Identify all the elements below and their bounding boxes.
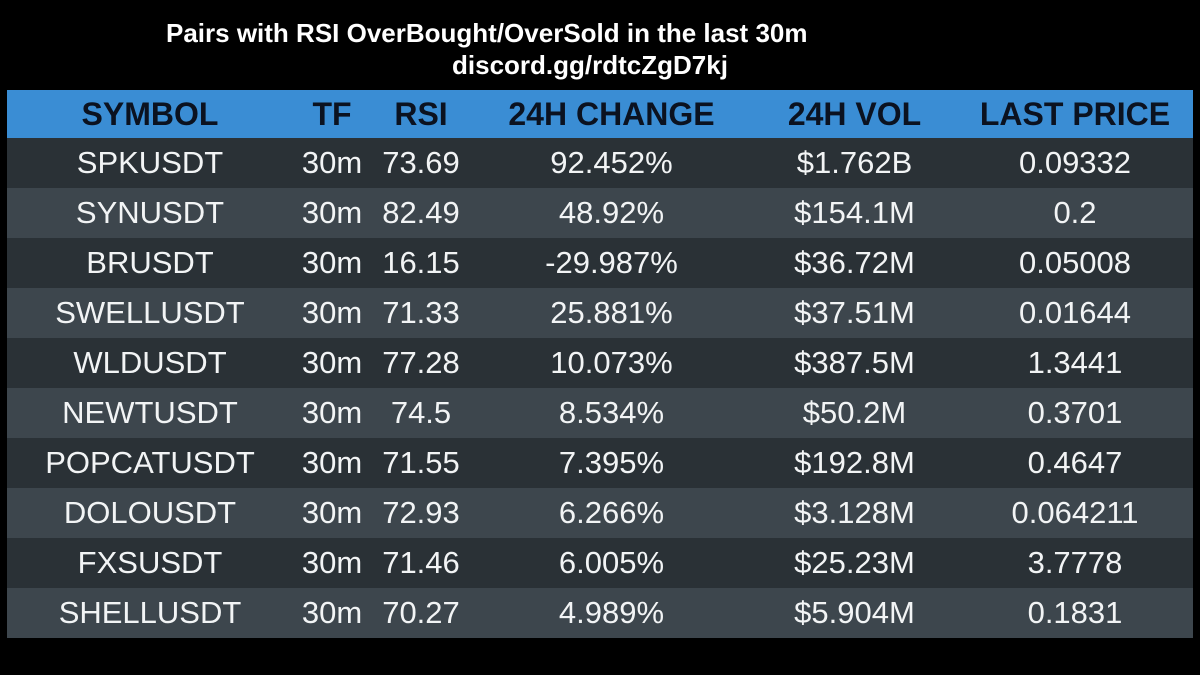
symbol-cell: POPCATUSDT	[45, 445, 255, 480]
change-cell: 48.92%	[558, 195, 665, 230]
table-row: DOLOUSDT 30m 72.93 6.266% $3.128M 0.0642…	[7, 488, 1193, 538]
column-header-rsi: RSI	[394, 95, 448, 132]
rsi-cell: 72.93	[382, 495, 460, 530]
price-cell: 0.2	[1053, 195, 1097, 230]
rsi-cell: 70.27	[382, 595, 460, 630]
change-cell: 6.266%	[558, 495, 665, 530]
price-cell: 0.05008	[1018, 245, 1132, 280]
table-header: SYMBOL TF RSI 24H CHANGE 24H VOL LAST PR…	[7, 90, 1193, 138]
discord-link[interactable]: discord.gg/rdtcZgD7kj	[452, 50, 728, 80]
table-row: POPCATUSDT 30m 71.55 7.395% $192.8M 0.46…	[7, 438, 1193, 488]
volume-cell: $1.762B	[796, 145, 913, 180]
rsi-cell: 82.49	[382, 195, 460, 230]
change-cell: 6.005%	[558, 545, 665, 580]
rsi-cell: 77.28	[382, 345, 460, 380]
symbol-cell: NEWTUSDT	[62, 395, 238, 430]
change-cell: 25.881%	[550, 295, 673, 330]
table-row: FXSUSDT 30m 71.46 6.005% $25.23M 3.7778	[7, 538, 1193, 588]
timeframe-cell: 30m	[301, 395, 363, 430]
change-cell: 8.534%	[558, 395, 665, 430]
symbol-cell: SWELLUSDT	[55, 295, 245, 330]
price-cell: 1.3441	[1027, 345, 1123, 380]
rsi-cell: 73.69	[382, 145, 460, 180]
volume-cell: $154.1M	[794, 195, 915, 230]
timeframe-cell: 30m	[301, 445, 363, 480]
timeframe-cell: 30m	[301, 195, 363, 230]
table-row: SPKUSDT 30m 73.69 92.452% $1.762B 0.0933…	[7, 138, 1193, 188]
column-header-symbol: SYMBOL	[81, 95, 219, 132]
column-header-24h-change: 24H CHANGE	[508, 95, 715, 132]
symbol-cell: SHELLUSDT	[58, 595, 242, 630]
change-cell: 10.073%	[550, 345, 673, 380]
volume-cell: $25.23M	[794, 545, 915, 580]
column-header-last-price: LAST PRICE	[979, 95, 1171, 132]
symbol-cell: SYNUSDT	[75, 195, 225, 230]
volume-cell: $37.51M	[794, 295, 915, 330]
change-cell: -29.987%	[545, 245, 678, 280]
timeframe-cell: 30m	[301, 345, 363, 380]
table-row: SYNUSDT 30m 82.49 48.92% $154.1M 0.2	[7, 188, 1193, 238]
timeframe-cell: 30m	[301, 245, 363, 280]
rsi-cell: 71.46	[382, 545, 460, 580]
price-cell: 0.01644	[1018, 295, 1132, 330]
volume-cell: $36.72M	[794, 245, 915, 280]
volume-cell: $387.5M	[794, 345, 915, 380]
timeframe-cell: 30m	[301, 545, 363, 580]
table-row: NEWTUSDT 30m 74.5 8.534% $50.2M 0.3701	[7, 388, 1193, 438]
change-cell: 92.452%	[550, 145, 673, 180]
symbol-cell: FXSUSDT	[77, 545, 223, 580]
table-row: BRUSDT 30m 16.15 -29.987% $36.72M 0.0500…	[7, 238, 1193, 288]
price-cell: 3.7778	[1027, 545, 1123, 580]
table-row: SWELLUSDT 30m 71.33 25.881% $37.51M 0.01…	[7, 288, 1193, 338]
volume-cell: $50.2M	[802, 395, 907, 430]
symbol-cell: BRUSDT	[86, 245, 214, 280]
table-row: SHELLUSDT 30m 70.27 4.989% $5.904M 0.183…	[7, 588, 1193, 638]
page-title: Pairs with RSI OverBought/OverSold in th…	[166, 18, 808, 48]
rsi-cell: 74.5	[390, 395, 452, 430]
price-cell: 0.4647	[1027, 445, 1123, 480]
timeframe-cell: 30m	[301, 145, 363, 180]
timeframe-cell: 30m	[301, 295, 363, 330]
timeframe-cell: 30m	[301, 495, 363, 530]
symbol-cell: WLDUSDT	[73, 345, 227, 380]
change-cell: 7.395%	[558, 445, 665, 480]
rsi-table: SYMBOL TF RSI 24H CHANGE 24H VOL LAST PR…	[7, 90, 1193, 638]
volume-cell: $192.8M	[794, 445, 915, 480]
column-header-24h-vol: 24H VOL	[787, 95, 922, 132]
table-row: WLDUSDT 30m 77.28 10.073% $387.5M 1.3441	[7, 338, 1193, 388]
price-cell: 0.3701	[1027, 395, 1123, 430]
rsi-cell: 71.33	[382, 295, 460, 330]
rsi-cell: 71.55	[382, 445, 460, 480]
price-cell: 0.09332	[1018, 145, 1132, 180]
symbol-cell: DOLOUSDT	[63, 495, 237, 530]
volume-cell: $5.904M	[794, 595, 915, 630]
symbol-cell: SPKUSDT	[76, 145, 224, 180]
timeframe-cell: 30m	[301, 595, 363, 630]
change-cell: 4.989%	[558, 595, 665, 630]
volume-cell: $3.128M	[794, 495, 915, 530]
price-cell: 0.1831	[1027, 595, 1123, 630]
column-header-tf: TF	[312, 95, 352, 132]
price-cell: 0.064211	[1011, 495, 1139, 530]
rsi-cell: 16.15	[382, 245, 460, 280]
